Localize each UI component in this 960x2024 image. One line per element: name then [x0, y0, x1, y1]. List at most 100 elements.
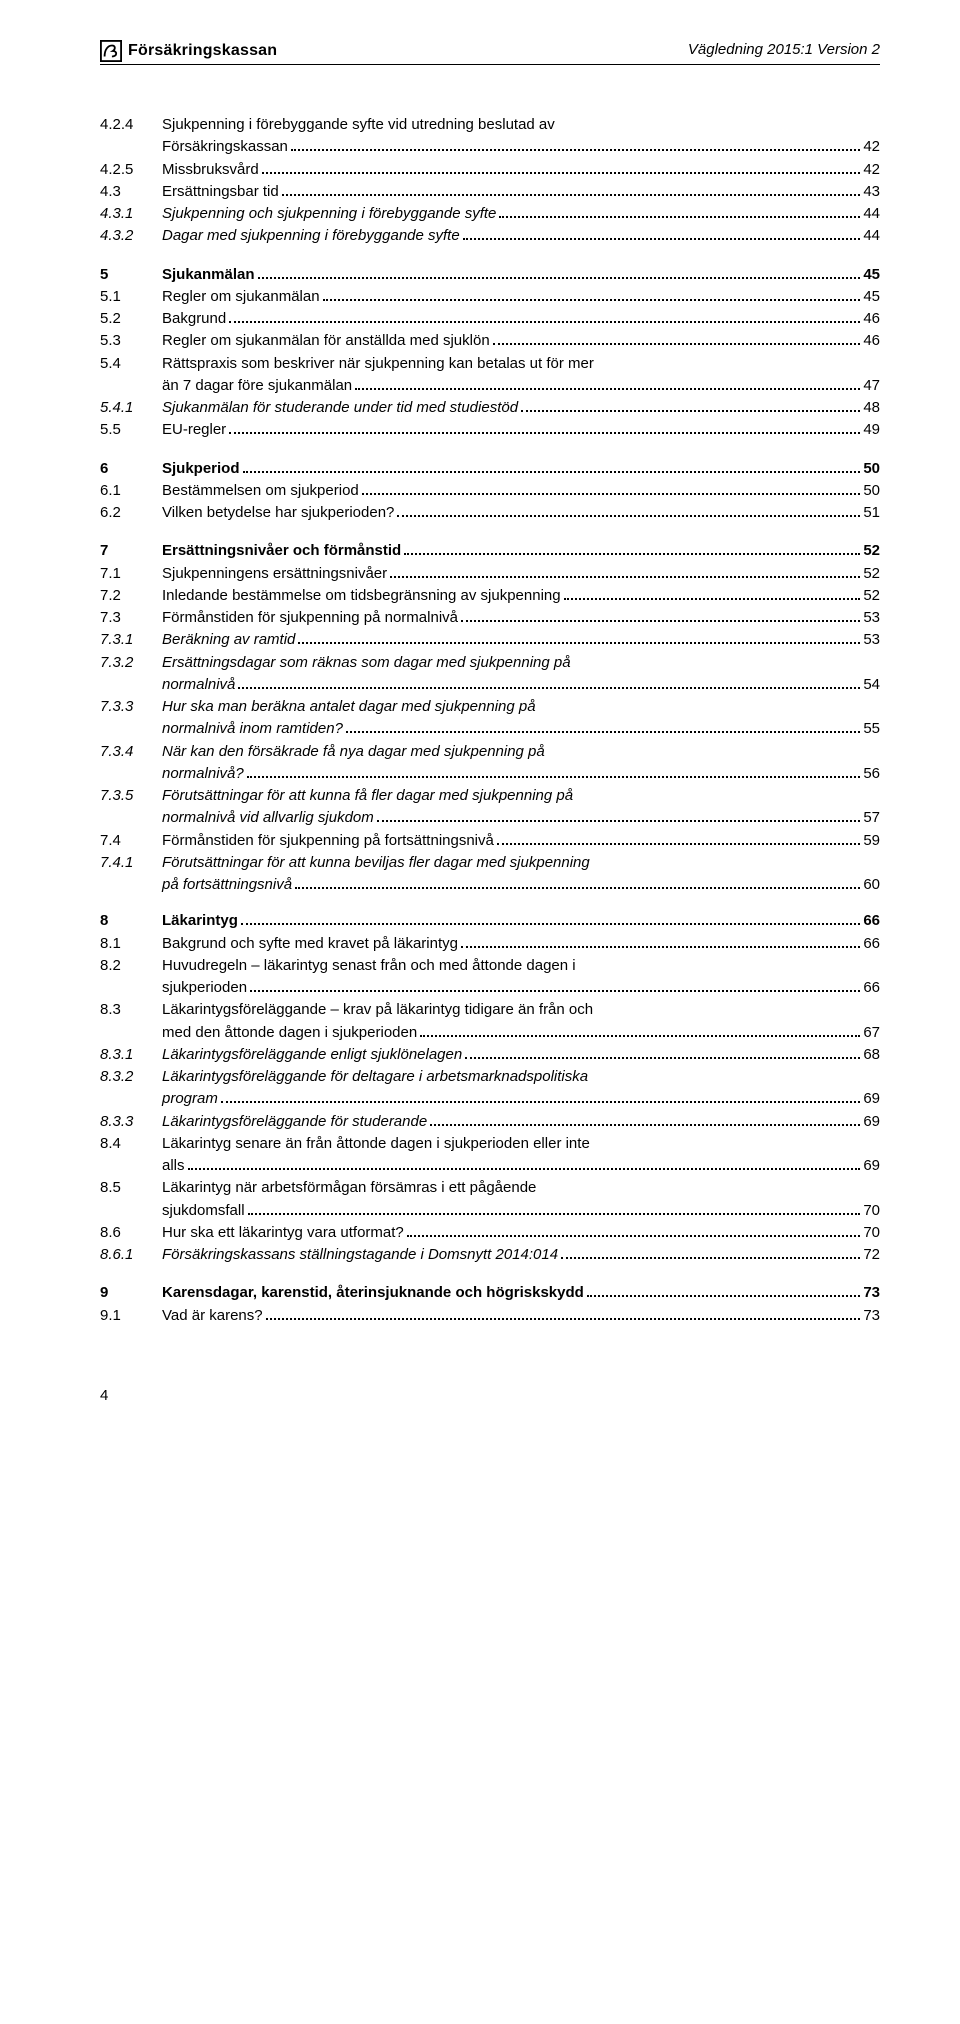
toc-page: 67: [863, 1023, 880, 1043]
toc-entry: 7.3.1Beräkning av ramtid53: [100, 630, 880, 650]
toc-label: Sjukperiod: [162, 459, 240, 479]
toc-label: Bakgrund: [162, 309, 226, 329]
toc-label: Förmånstiden för sjukpenning på fortsätt…: [162, 831, 494, 851]
toc-leader: [238, 675, 860, 689]
toc-leader: [248, 1201, 861, 1215]
toc-entry-continuation: med den åttonde dagen i sjukperioden67: [162, 1023, 880, 1043]
toc-page: 59: [863, 831, 880, 851]
toc-page: 70: [863, 1223, 880, 1243]
toc-label: sjukperioden: [162, 978, 247, 998]
toc-page: 73: [863, 1306, 880, 1326]
toc-leader: [241, 912, 860, 926]
toc-page: 47: [863, 376, 880, 396]
toc-entry: 8.3Läkarintygsföreläggande – krav på läk…: [100, 1000, 880, 1020]
toc-leader: [262, 160, 861, 174]
toc-label: Läkarintyg när arbetsförmågan försämras …: [162, 1178, 536, 1198]
toc-page: 56: [863, 764, 880, 784]
toc-label: program: [162, 1089, 218, 1109]
toc-leader: [258, 265, 861, 279]
toc-number: 8.6.1: [100, 1245, 162, 1265]
toc-label: Vilken betydelse har sjukperioden?: [162, 503, 394, 523]
toc-entry: 4.2.5Missbruksvård42: [100, 160, 880, 180]
toc-label: Läkarintygsföreläggande enligt sjuklönel…: [162, 1045, 462, 1065]
toc-label: EU-regler: [162, 420, 226, 440]
toc-label: alls: [162, 1156, 185, 1176]
toc-leader: [561, 1246, 860, 1260]
toc-leader: [404, 542, 860, 556]
toc-entry: 7.3.4När kan den försäkrade få nya dagar…: [100, 742, 880, 762]
toc-number: 8.5: [100, 1178, 162, 1198]
toc-label: Hur ska ett läkarintyg vara utformat?: [162, 1223, 404, 1243]
toc-label: Läkarintygsföreläggande för studerande: [162, 1112, 427, 1132]
toc-page: 60: [863, 875, 880, 895]
toc-label: Regler om sjukanmälan: [162, 287, 320, 307]
toc-label: Missbruksvård: [162, 160, 259, 180]
toc-number: 8.3.1: [100, 1045, 162, 1065]
toc-entry: 7.3Förmånstiden för sjukpenning på norma…: [100, 608, 880, 628]
toc-label: Sjukpenning i förebyggande syfte vid utr…: [162, 115, 555, 135]
toc-number: 4.3: [100, 182, 162, 202]
toc-label: Sjukpenning och sjukpenning i förebyggan…: [162, 204, 496, 224]
toc-page: 46: [863, 309, 880, 329]
brand-logo: Försäkringskassan: [100, 40, 277, 62]
toc-leader: [407, 1223, 861, 1237]
toc-page: 52: [863, 541, 880, 561]
toc-entry: 5.4.1Sjukanmälan för studerande under ti…: [100, 398, 880, 418]
toc-leader: [493, 332, 861, 346]
toc-page: 69: [863, 1089, 880, 1109]
toc-leader: [497, 831, 860, 845]
toc-number: 5.5: [100, 420, 162, 440]
toc-entry: 5.5EU-regler49: [100, 420, 880, 440]
toc-number: 7.3.2: [100, 653, 162, 673]
toc-leader: [282, 182, 861, 196]
toc-number: 5.4.1: [100, 398, 162, 418]
toc-page: 45: [863, 287, 880, 307]
toc-entry: 4.3.1Sjukpenning och sjukpenning i föreb…: [100, 204, 880, 224]
toc-entry: 6.2Vilken betydelse har sjukperioden?51: [100, 503, 880, 523]
toc-number: 6.2: [100, 503, 162, 523]
toc-leader: [430, 1112, 860, 1126]
toc-number: 9: [100, 1283, 162, 1303]
toc-leader: [323, 287, 861, 301]
toc-number: 8.4: [100, 1134, 162, 1154]
toc-label: Ersättningsbar tid: [162, 182, 279, 202]
toc-leader: [346, 720, 860, 734]
toc-entry: 7.2Inledande bestämmelse om tidsbegränsn…: [100, 586, 880, 606]
toc-label: Bakgrund och syfte med kravet på läkarin…: [162, 934, 458, 954]
toc-label: än 7 dagar före sjukanmälan: [162, 376, 352, 396]
toc-entry: 7.3.5Förutsättningar för att kunna få fl…: [100, 786, 880, 806]
toc-leader: [377, 809, 861, 823]
toc-entry: 7Ersättningsnivåer och förmånstid52: [100, 541, 880, 561]
toc-label: Bestämmelsen om sjukperiod: [162, 481, 359, 501]
toc-leader: [521, 399, 860, 413]
toc-entry: 6Sjukperiod50: [100, 459, 880, 479]
toc-leader: [229, 421, 860, 435]
toc-entry: 4.3.2Dagar med sjukpenning i förebyggand…: [100, 226, 880, 246]
toc-page: 52: [863, 564, 880, 584]
toc-label: Huvudregeln – läkarintyg senast från och…: [162, 956, 576, 976]
toc-entry: 7.3.3Hur ska man beräkna antalet dagar m…: [100, 697, 880, 717]
toc-number: 5.2: [100, 309, 162, 329]
toc-entry: 8.4Läkarintyg senare än från åttonde dag…: [100, 1134, 880, 1154]
toc-page: 53: [863, 630, 880, 650]
toc-entry: 5Sjukanmälan45: [100, 265, 880, 285]
toc-page: 72: [863, 1245, 880, 1265]
toc-entry: 5.1Regler om sjukanmälan45: [100, 287, 880, 307]
table-of-contents: 4.2.4Sjukpenning i förebyggande syfte vi…: [100, 115, 880, 1326]
toc-leader: [221, 1090, 860, 1104]
toc-entry: 9Karensdagar, karenstid, återinsjuknande…: [100, 1283, 880, 1303]
toc-label: sjukdomsfall: [162, 1201, 245, 1221]
toc-leader: [499, 205, 860, 219]
toc-entry: 8.3.1Läkarintygsföreläggande enligt sjuk…: [100, 1045, 880, 1065]
toc-entry: 9.1Vad är karens?73: [100, 1306, 880, 1326]
toc-entry: 5.3Regler om sjukanmälan för anställda m…: [100, 331, 880, 351]
toc-page: 68: [863, 1045, 880, 1065]
toc-label: normalnivå inom ramtiden?: [162, 719, 343, 739]
toc-leader: [362, 481, 861, 495]
toc-entry-continuation: Försäkringskassan42: [162, 137, 880, 157]
toc-label: Inledande bestämmelse om tidsbegränsning…: [162, 586, 561, 606]
toc-number: 8.3: [100, 1000, 162, 1020]
toc-leader: [298, 631, 860, 645]
toc-label: Rättspraxis som beskriver när sjukpennin…: [162, 354, 594, 374]
toc-leader: [243, 459, 861, 473]
